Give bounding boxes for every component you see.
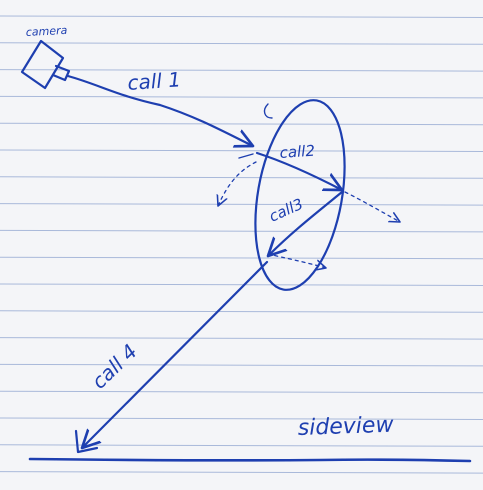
ruled-line [0, 95, 483, 99]
call3-label: call3 [266, 195, 306, 226]
notebook-ruled-lines [0, 15, 483, 474]
call4-arrowhead-extra [74, 429, 99, 454]
ruled-line [0, 337, 483, 340]
call1-label: call 1 [127, 67, 182, 95]
ruled-line [0, 310, 483, 313]
call2-label: call2 [279, 142, 315, 162]
ruled-line [0, 42, 483, 45]
call4-arrow [82, 260, 269, 448]
ruled-line [0, 122, 483, 126]
camera-icon [20, 39, 71, 90]
ruled-line [0, 363, 483, 367]
ruled-line [0, 283, 483, 286]
ruled-line [0, 15, 483, 18]
ruled-line [0, 176, 483, 179]
ruled-line [0, 390, 483, 394]
call4-label: call 4 [87, 339, 142, 393]
ground-line [28, 457, 472, 463]
ellipse-top-loop [263, 103, 273, 119]
ruled-line [0, 471, 483, 474]
ruled-line [0, 69, 483, 72]
camera-label: camera [25, 24, 67, 39]
call2-arrow [255, 151, 342, 190]
ruled-line [0, 203, 483, 206]
ruled-line [0, 444, 483, 447]
ruled-line [0, 149, 483, 152]
reflection-dashed-arrow-3 [267, 253, 326, 268]
ruled-line [0, 417, 483, 420]
call1-arrow-tick [238, 153, 254, 159]
side-view-label: sideview [297, 413, 395, 441]
reflection-dashed-arrow-2 [344, 191, 400, 222]
call1-arrow [66, 74, 253, 146]
reflection-dashed-arrow-1 [218, 161, 257, 206]
call3-arrow [268, 190, 344, 256]
ruled-line [0, 229, 483, 233]
ruled-line [0, 256, 483, 260]
object-ellipse [254, 99, 346, 291]
